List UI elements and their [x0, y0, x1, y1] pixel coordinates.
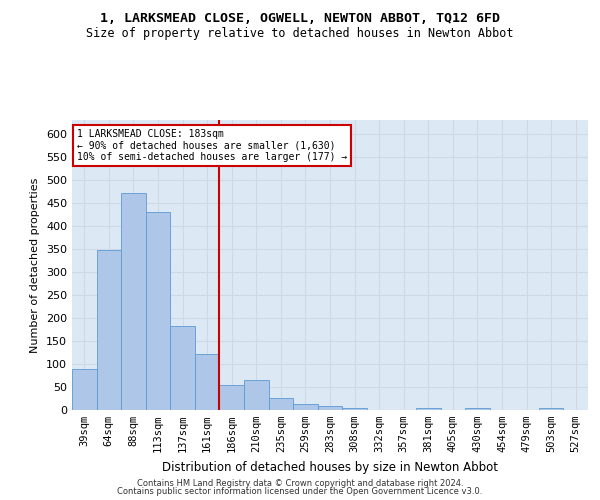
- Bar: [539, 408, 563, 410]
- Y-axis label: Number of detached properties: Number of detached properties: [31, 178, 40, 352]
- Bar: [244, 380, 269, 410]
- Text: 1 LARKSMEAD CLOSE: 183sqm
← 90% of detached houses are smaller (1,630)
10% of se: 1 LARKSMEAD CLOSE: 183sqm ← 90% of detac…: [77, 128, 347, 162]
- Bar: [318, 406, 342, 410]
- Bar: [293, 404, 318, 410]
- Bar: [416, 408, 440, 410]
- Bar: [121, 192, 146, 410]
- Bar: [220, 384, 244, 410]
- Bar: [342, 408, 367, 410]
- Bar: [97, 250, 121, 410]
- Bar: [465, 408, 490, 410]
- Text: Contains public sector information licensed under the Open Government Licence v3: Contains public sector information licen…: [118, 487, 482, 496]
- Text: Contains HM Land Registry data © Crown copyright and database right 2024.: Contains HM Land Registry data © Crown c…: [137, 478, 463, 488]
- Bar: [269, 398, 293, 410]
- Bar: [72, 370, 97, 410]
- Bar: [170, 326, 195, 410]
- Bar: [195, 354, 220, 410]
- Text: Size of property relative to detached houses in Newton Abbot: Size of property relative to detached ho…: [86, 28, 514, 40]
- Bar: [146, 212, 170, 410]
- X-axis label: Distribution of detached houses by size in Newton Abbot: Distribution of detached houses by size …: [162, 460, 498, 473]
- Text: 1, LARKSMEAD CLOSE, OGWELL, NEWTON ABBOT, TQ12 6FD: 1, LARKSMEAD CLOSE, OGWELL, NEWTON ABBOT…: [100, 12, 500, 26]
